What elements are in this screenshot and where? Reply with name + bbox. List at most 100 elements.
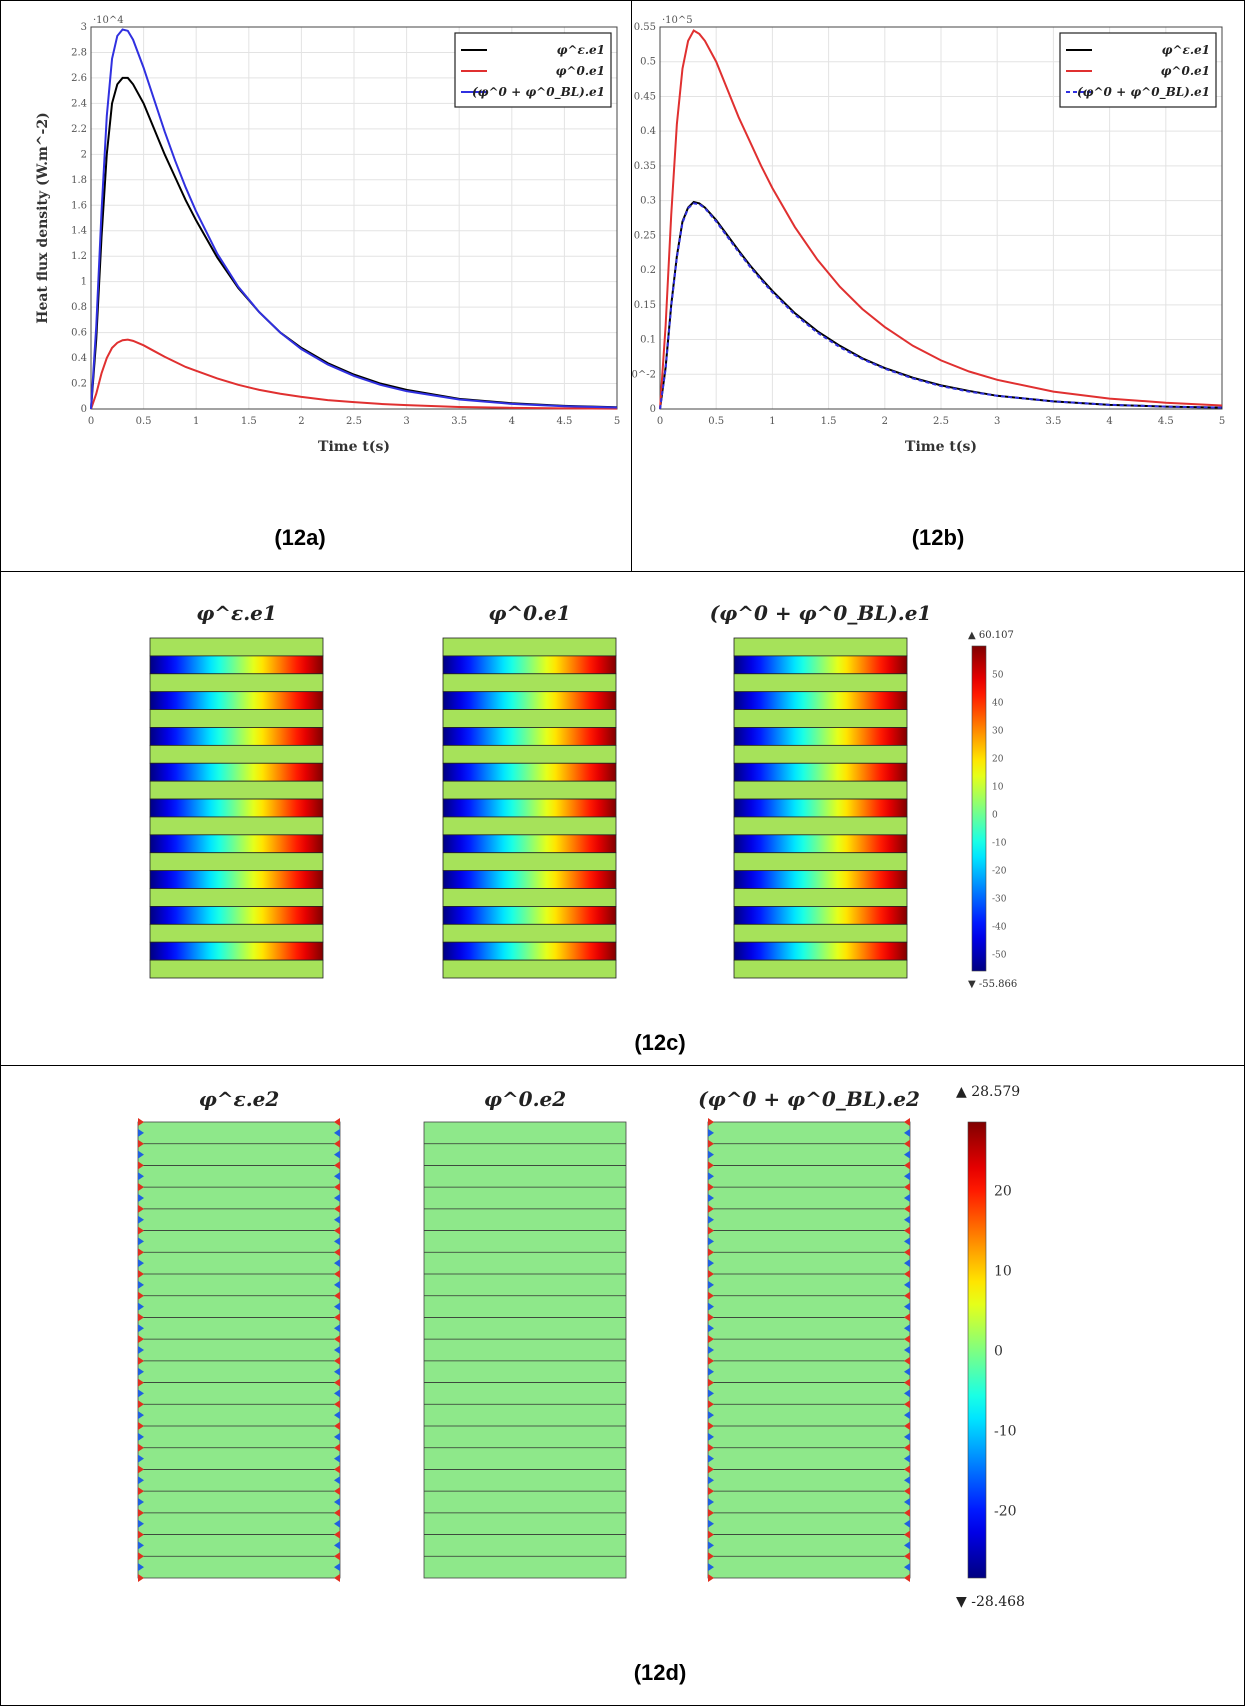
edge-hotspot: [334, 1248, 340, 1257]
edge-coldspot: [904, 1389, 910, 1398]
edge-hotspot: [904, 1118, 910, 1126]
edge-hotspot: [334, 1400, 340, 1409]
edge-hotspot: [904, 1204, 910, 1213]
heatmap-strip: [149, 709, 324, 728]
edge-hotspot: [138, 1204, 144, 1213]
edge-hotspot: [138, 1552, 144, 1561]
y-tick-label: 1.4: [71, 226, 87, 237]
edge-coldspot: [138, 1519, 144, 1528]
edge-coldspot: [904, 1259, 910, 1268]
x-tick-label: 4: [1106, 416, 1112, 427]
edge-hotspot: [708, 1465, 714, 1474]
edge-hotspot: [334, 1552, 340, 1561]
panel-title: φ^0.e1: [488, 601, 570, 625]
edge-hotspot: [138, 1313, 144, 1322]
edge-hotspot: [334, 1313, 340, 1322]
panel-title: φ^ε.e2: [199, 1087, 280, 1111]
y-tick-label: 0.1: [640, 335, 656, 346]
heatmap-strip: [149, 906, 324, 925]
edge-coldspot: [138, 1563, 144, 1572]
edge-hotspot: [138, 1508, 144, 1517]
heatmap-strip: [149, 655, 324, 675]
y-tick-label: 0.4: [640, 126, 656, 137]
edge-coldspot: [334, 1432, 340, 1441]
edge-coldspot: [138, 1215, 144, 1224]
legend-entry: (φ^0 + φ^0_BL).e1: [1077, 85, 1210, 100]
edge-hotspot: [708, 1118, 714, 1126]
edge-coldspot: [138, 1476, 144, 1485]
edge-coldspot: [708, 1411, 714, 1420]
heatmap-panel: [423, 1121, 627, 1579]
edge-coldspot: [708, 1259, 714, 1268]
x-tick-label: 4: [509, 416, 515, 427]
edge-hotspot: [334, 1139, 340, 1148]
edge-hotspot: [334, 1204, 340, 1213]
x-tick-label: 3.5: [1045, 416, 1061, 427]
edge-hotspot: [334, 1226, 340, 1235]
edge-hotspot: [138, 1226, 144, 1235]
heatmap-strip: [149, 834, 324, 854]
edge-hotspot: [904, 1422, 910, 1430]
colorbar-tick: 0: [994, 1343, 1003, 1359]
colorbar-tick: 40: [992, 698, 1004, 708]
heatmap-strip: [149, 888, 324, 907]
heatmap-strip: [442, 655, 617, 675]
edge-coldspot: [334, 1411, 340, 1420]
y-tick-label: 0.15: [634, 300, 656, 311]
caption-12a: (12a): [274, 525, 326, 550]
edge-hotspot: [904, 1313, 910, 1322]
heatmap-strip: [733, 959, 908, 979]
series-line: [90, 338, 618, 410]
heatmap-strip: [733, 655, 908, 675]
edge-hotspot: [904, 1291, 910, 1300]
edge-hotspot: [904, 1443, 910, 1452]
heatmap-strip: [442, 834, 617, 854]
x-tick-label: 3: [403, 416, 409, 427]
x-tick-label: 0: [657, 416, 663, 427]
edge-coldspot: [708, 1128, 714, 1137]
edge-hotspot: [138, 1400, 144, 1409]
edge-hotspot: [708, 1161, 714, 1170]
series-line: [659, 202, 1223, 410]
edge-coldspot: [334, 1150, 340, 1159]
edge-coldspot: [904, 1128, 910, 1137]
heatmap-strip: [149, 852, 324, 872]
edge-coldspot: [334, 1389, 340, 1398]
panel-title: φ^0.e2: [484, 1087, 566, 1111]
x-tick-label: 2.5: [933, 416, 949, 427]
x-tick-label: 2: [882, 416, 888, 427]
edge-coldspot: [138, 1302, 144, 1311]
edge-coldspot: [138, 1541, 144, 1550]
plot-frame: [90, 26, 618, 410]
heatmap-strip: [442, 870, 617, 889]
edge-hotspot: [334, 1574, 340, 1582]
edge-hotspot: [708, 1139, 714, 1148]
y-tick-label: 0: [81, 404, 87, 415]
edge-hotspot: [904, 1226, 910, 1235]
y-tick-label: 0.6: [71, 328, 87, 339]
edge-coldspot: [334, 1367, 340, 1376]
edge-coldspot: [138, 1346, 144, 1354]
edge-coldspot: [334, 1259, 340, 1268]
colorbar-tick: 10: [994, 1264, 1012, 1280]
edge-coldspot: [138, 1432, 144, 1441]
edge-hotspot: [708, 1574, 714, 1582]
edge-hotspot: [334, 1356, 340, 1365]
heatmap-strip: [442, 691, 617, 710]
edge-coldspot: [708, 1432, 714, 1441]
heatmap-strip: [442, 923, 617, 943]
caption-12b: (12b): [911, 525, 965, 550]
y-tick-label: 1.8: [71, 175, 87, 186]
x-tick-label: 5: [614, 416, 620, 427]
edge-coldspot: [708, 1563, 714, 1572]
edge-coldspot: [904, 1367, 910, 1376]
heatmap-strip: [442, 798, 617, 818]
heatmap-strip: [733, 852, 908, 872]
edge-hotspot: [334, 1443, 340, 1452]
edge-hotspot: [904, 1270, 910, 1278]
legend-entry: φ^0.e1: [1161, 64, 1210, 78]
heatmap-strip: [149, 637, 324, 657]
colorbar-tick: -40: [992, 923, 1007, 933]
y-tick-label: 0: [650, 404, 656, 415]
heatmap-strip: [442, 762, 617, 782]
